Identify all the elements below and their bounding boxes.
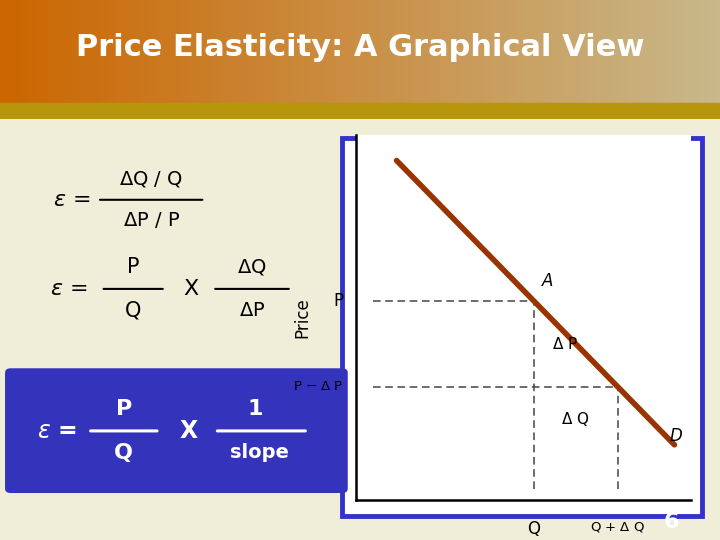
Text: Q: Q: [527, 519, 540, 537]
Text: D: D: [670, 427, 682, 445]
Text: $\Delta$Q / Q: $\Delta$Q / Q: [120, 169, 183, 190]
Text: 1: 1: [248, 399, 264, 420]
Text: $\Delta$ P: $\Delta$ P: [552, 336, 578, 352]
Text: P: P: [116, 399, 132, 420]
Text: P: P: [333, 292, 343, 310]
Text: Q: Q: [125, 300, 141, 321]
Text: $\varepsilon$ =: $\varepsilon$ =: [37, 419, 78, 443]
Text: Price Elasticity: A Graphical View: Price Elasticity: A Graphical View: [76, 33, 644, 62]
Text: 6: 6: [664, 511, 679, 532]
Text: X: X: [179, 419, 198, 443]
Text: $\varepsilon$ =: $\varepsilon$ =: [53, 190, 91, 210]
Text: Price: Price: [294, 297, 312, 338]
Text: slope: slope: [230, 443, 289, 462]
Text: $\Delta$ Q: $\Delta$ Q: [562, 410, 590, 428]
Bar: [0, 103, 720, 119]
Text: P: P: [127, 257, 140, 278]
Text: Q: Q: [114, 442, 133, 463]
Text: $\Delta$P / P: $\Delta$P / P: [122, 210, 180, 231]
FancyBboxPatch shape: [5, 368, 348, 493]
Text: X: X: [183, 279, 199, 299]
Text: $\varepsilon$ =: $\varepsilon$ =: [50, 279, 87, 299]
Text: P $-$ $\Delta$ P: P $-$ $\Delta$ P: [293, 380, 343, 393]
Text: $\Delta$Q: $\Delta$Q: [237, 257, 267, 278]
Text: Q + $\Delta$ Q: Q + $\Delta$ Q: [590, 519, 645, 534]
Text: $\Delta$P: $\Delta$P: [239, 301, 265, 320]
Text: A: A: [542, 272, 554, 290]
FancyBboxPatch shape: [342, 138, 702, 516]
